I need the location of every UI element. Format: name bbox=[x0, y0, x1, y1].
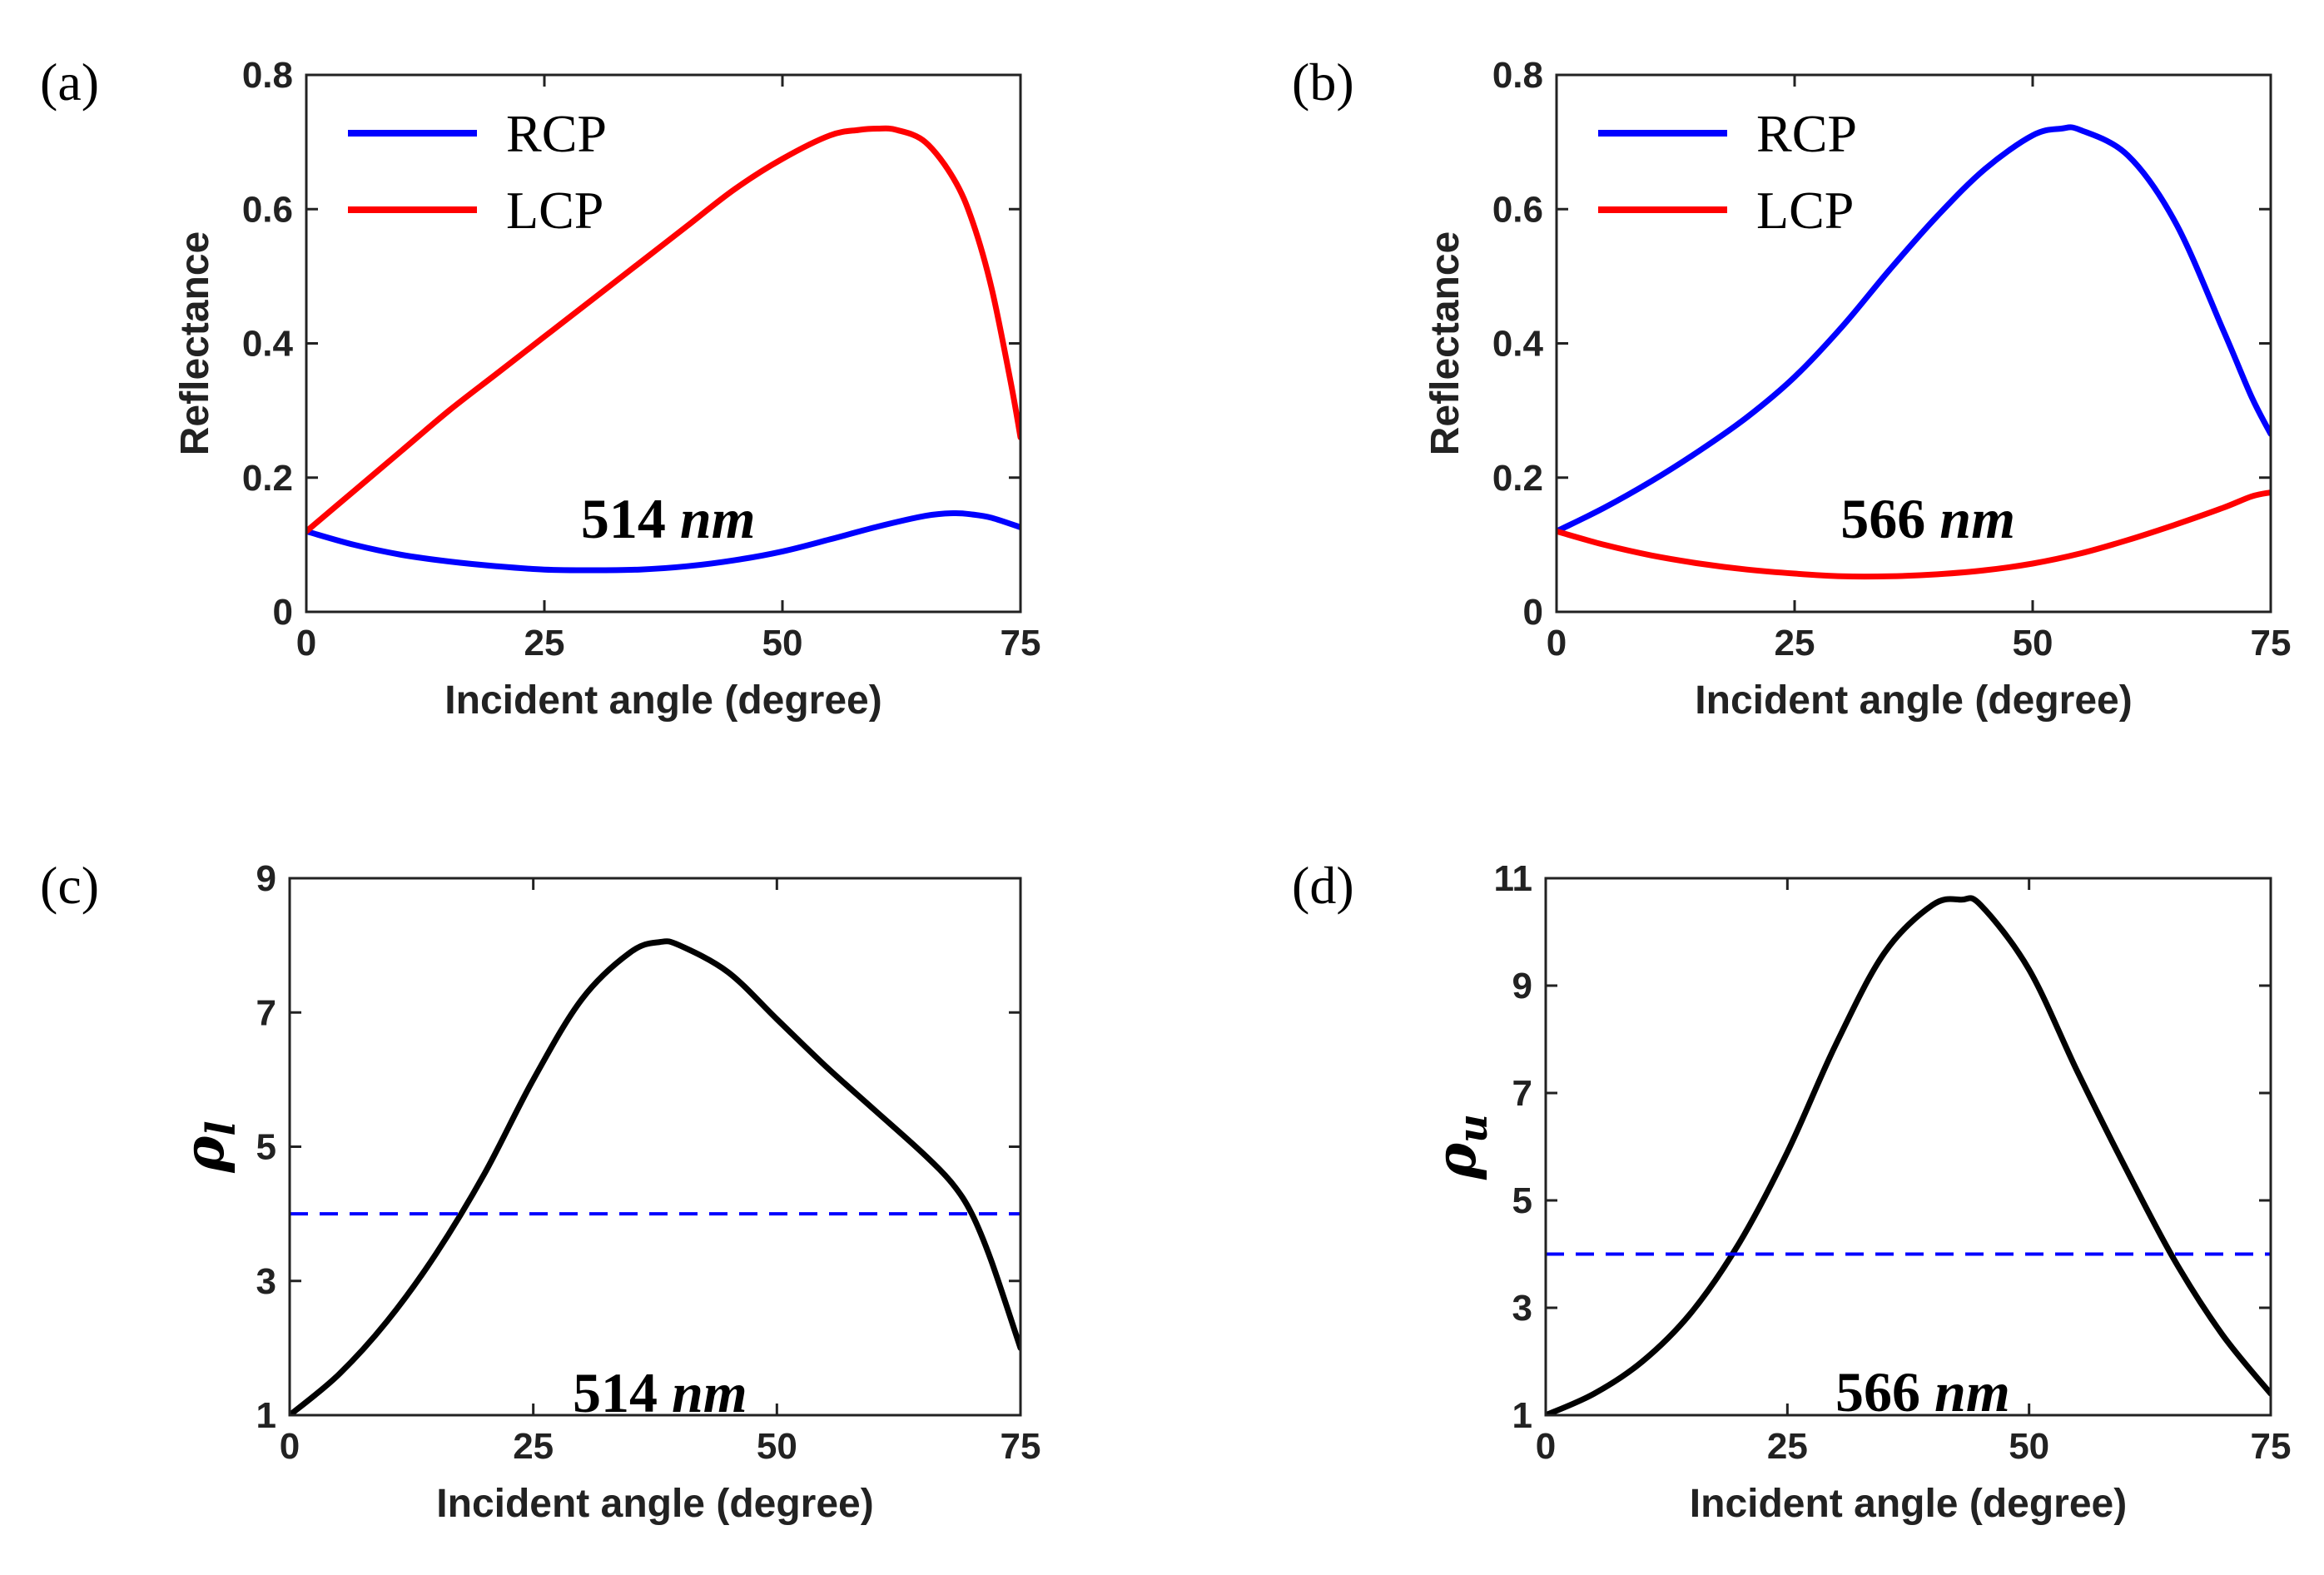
y-tick-label: 7 bbox=[1512, 1073, 1532, 1114]
plot-area bbox=[290, 938, 1020, 1415]
x-tick-label: 50 bbox=[2009, 1426, 2049, 1467]
y-axis-label: Reflectance bbox=[173, 231, 217, 455]
y-tick-label: 1 bbox=[256, 1395, 276, 1436]
x-tick-label: 75 bbox=[2251, 1426, 2292, 1467]
wavelength-unit: nm bbox=[1934, 1360, 2010, 1423]
x-axis-label: Incident angle (degree) bbox=[444, 678, 881, 723]
wavelength-unit: nm bbox=[672, 1361, 747, 1424]
series-lcp bbox=[306, 125, 1020, 534]
y-tick-label: 7 bbox=[256, 992, 276, 1033]
wavelength-annotation: 566 nm bbox=[1840, 487, 2015, 550]
y-tick-label: 5 bbox=[1512, 1180, 1532, 1221]
y-tick-label: 1 bbox=[1512, 1395, 1532, 1436]
y-tick-label: 5 bbox=[256, 1127, 276, 1168]
series-line bbox=[1546, 895, 2271, 1415]
plot-area bbox=[306, 125, 1020, 574]
legend-label-lcp: LCP bbox=[1756, 181, 1854, 240]
y-tick-label: 0.8 bbox=[1492, 55, 1543, 96]
y-tick-label: 0 bbox=[1523, 592, 1543, 633]
axes-frame bbox=[1544, 877, 2272, 1417]
panel-label: (b) bbox=[1292, 52, 1354, 112]
y-axis-label: ρl bbox=[171, 1120, 245, 1173]
y-tick-label: 9 bbox=[256, 858, 276, 899]
wavelength-unit: nm bbox=[680, 487, 756, 550]
x-axis-label: Incident angle (degree) bbox=[1695, 678, 2132, 723]
y-tick-label: 0.4 bbox=[1492, 324, 1544, 365]
y-axis-label: Reflectance bbox=[1423, 231, 1467, 455]
x-tick-label: 0 bbox=[280, 1426, 300, 1467]
panel-label: (a) bbox=[40, 52, 99, 112]
wavelength-unit: nm bbox=[1939, 487, 2015, 550]
series-lcp bbox=[1557, 489, 2271, 580]
panel-b: (b) 0 25 50 75 0 0.2 0.4 0.6 0.8 Incident angle (d… bbox=[1292, 52, 2291, 723]
x-tick-label: 0 bbox=[1536, 1426, 1556, 1467]
wavelength-annotation: 566 nm bbox=[1835, 1360, 2010, 1423]
x-tick-label: 25 bbox=[524, 623, 565, 663]
y-tick-label: 0.6 bbox=[242, 189, 293, 230]
series-rcp bbox=[306, 509, 1020, 574]
x-tick-label: 75 bbox=[1001, 623, 1041, 663]
y-tick-label: 0.2 bbox=[242, 458, 293, 499]
panel-c: (c) 0 25 50 75 1 3 5 7 9 Incident angle (degree) ρl… bbox=[40, 856, 1040, 1526]
legend-label-rcp: RCP bbox=[1756, 104, 1857, 163]
wavelength-annotation: 514 nm bbox=[581, 487, 756, 550]
y-tick-label: 3 bbox=[256, 1261, 276, 1302]
wavelength-value: 566 bbox=[1835, 1360, 1934, 1423]
plot-area bbox=[1557, 124, 2271, 580]
y-tick-label: 3 bbox=[1512, 1288, 1532, 1329]
plot-area bbox=[1546, 895, 2271, 1415]
axes-frame bbox=[288, 877, 1022, 1417]
x-tick-label: 0 bbox=[1547, 623, 1567, 663]
y-axis-symbol: ρ bbox=[1423, 1142, 1488, 1180]
y-tick-label: 0.8 bbox=[242, 55, 293, 96]
legend-label-lcp: LCP bbox=[506, 181, 603, 240]
x-tick-label: 0 bbox=[296, 623, 316, 663]
panel-a: (a) 0 25 50 75 0 0.2 0.4 0.6 0.8 Incident angle (d… bbox=[40, 52, 1040, 723]
series-rcp bbox=[1557, 124, 2271, 534]
x-tick-label: 50 bbox=[757, 1426, 797, 1467]
panel-label: (d) bbox=[1292, 856, 1354, 915]
x-axis-label: Incident angle (degree) bbox=[1690, 1482, 2127, 1526]
wavelength-value: 514 bbox=[581, 487, 680, 550]
y-tick-label: 9 bbox=[1512, 966, 1532, 1006]
y-axis-subscript: l bbox=[198, 1120, 245, 1135]
x-tick-label: 50 bbox=[762, 623, 803, 663]
y-axis-label: ρu bbox=[1423, 1114, 1497, 1180]
x-tick-label: 25 bbox=[513, 1426, 554, 1467]
panel-label: (c) bbox=[40, 856, 99, 915]
x-tick-label: 75 bbox=[2251, 623, 2292, 663]
x-tick-label: 75 bbox=[1001, 1426, 1041, 1467]
x-tick-label: 25 bbox=[1767, 1426, 1808, 1467]
y-tick-label: 0.2 bbox=[1492, 458, 1543, 499]
y-tick-label: 11 bbox=[1493, 858, 1532, 899]
wavelength-value: 566 bbox=[1840, 487, 1939, 550]
y-tick-label: 0.6 bbox=[1492, 189, 1543, 230]
panel-d: (d) 0 25 50 75 1 3 5 7 9 11 Incident angle (degree)… bbox=[1292, 856, 2291, 1526]
x-axis-label: Incident angle (degree) bbox=[436, 1482, 873, 1526]
y-tick-label: 0.4 bbox=[242, 324, 294, 365]
wavelength-annotation: 514 nm bbox=[573, 1361, 747, 1424]
legend-label-rcp: RCP bbox=[506, 104, 607, 163]
y-tick-label: 0 bbox=[273, 592, 293, 633]
x-tick-label: 25 bbox=[1775, 623, 1815, 663]
series-line bbox=[290, 938, 1020, 1415]
wavelength-value: 514 bbox=[573, 1361, 672, 1424]
x-tick-label: 50 bbox=[2013, 623, 2053, 663]
y-axis-subscript: u bbox=[1450, 1114, 1497, 1143]
y-axis-symbol: ρ bbox=[171, 1135, 236, 1174]
